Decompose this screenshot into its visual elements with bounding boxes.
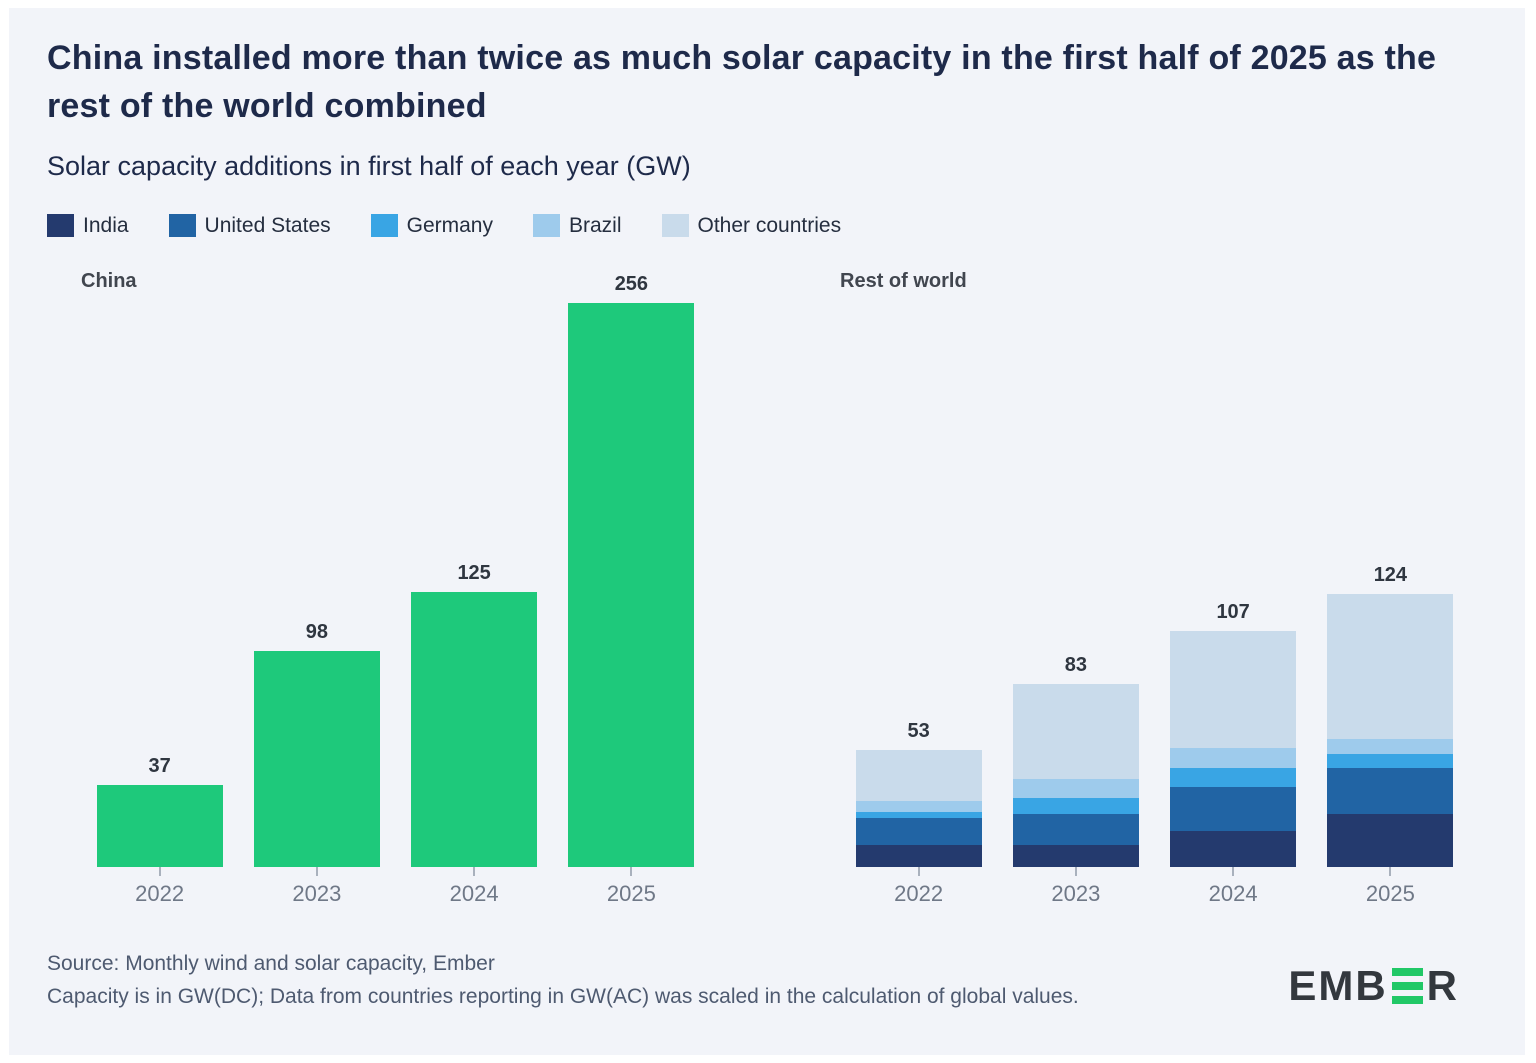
bar-segment-germany <box>1012 798 1139 814</box>
legend-label: India <box>83 213 129 237</box>
axis-tick <box>473 866 476 876</box>
bar-segment-brazil <box>1327 738 1454 755</box>
bar-group-2024: 107 2024 <box>1155 601 1312 906</box>
axis-year-label: 2024 <box>449 880 499 906</box>
legend-swatch-other-countries <box>661 214 689 238</box>
bar-group-2025: 256 2025 <box>553 273 710 906</box>
bar-segment-india <box>855 844 982 867</box>
bar-group-2024: 125 2024 <box>396 562 553 907</box>
bar <box>96 785 223 867</box>
stacked-bar <box>855 749 982 867</box>
source-line-2: Capacity is in GW(DC); Data from countri… <box>47 985 1079 1009</box>
logo-bar <box>1391 981 1423 990</box>
panel-title-china: China <box>81 269 137 292</box>
axis-tick <box>917 866 920 876</box>
source-text: Source: Monthly wind and solar capacity,… <box>47 947 1079 1014</box>
legend-label: United States <box>204 213 331 237</box>
logo-bar <box>1391 995 1423 1004</box>
logo-bar <box>1391 967 1423 976</box>
value-label: 107 <box>1216 601 1250 624</box>
axis-year-label: 2024 <box>1208 880 1258 906</box>
panels: China 37 2022 98 2023 125 2024 256 2025 Rest of… <box>47 270 1487 907</box>
bar <box>568 303 695 867</box>
bar-group-2025: 124 2025 <box>1312 564 1469 907</box>
bar-segment-other-countries <box>1012 683 1139 779</box>
axis-year-label: 2022 <box>894 880 944 906</box>
value-label: 124 <box>1373 563 1408 586</box>
value-label: 53 <box>907 719 930 742</box>
bar-segment-brazil <box>1012 778 1139 799</box>
bar-segment-other-countries <box>855 749 982 801</box>
bar <box>253 650 380 867</box>
chart-card: China installed more than twice as much … <box>9 8 1525 1055</box>
axis-tick <box>630 866 633 876</box>
china-plot: 37 2022 98 2023 125 2024 256 2025 <box>47 273 728 907</box>
bar-segment-germany <box>1170 767 1297 788</box>
footer: Source: Monthly wind and solar capacity,… <box>47 947 1487 1014</box>
value-label: 125 <box>457 561 491 584</box>
panel-title-rest-of-world: Rest of world <box>840 269 967 292</box>
bar-segment-india <box>1012 844 1139 867</box>
bar-segment-india <box>1170 831 1297 867</box>
axis-tick <box>158 866 161 876</box>
logo-text-right: R <box>1426 961 1459 1009</box>
axis-year-label: 2025 <box>606 880 656 906</box>
axis-year-label: 2025 <box>1365 880 1415 906</box>
stacked-bar <box>1170 631 1297 867</box>
legend-label: Germany <box>406 213 493 237</box>
axis-year-label: 2023 <box>1051 880 1101 906</box>
source-line-1: Source: Monthly wind and solar capacity,… <box>47 951 495 975</box>
value-label: 37 <box>148 755 171 778</box>
bar <box>411 591 538 867</box>
bar-segment-germany <box>855 811 982 819</box>
legend-label: Brazil <box>568 213 622 237</box>
value-label: 256 <box>614 273 649 296</box>
legend-label: Other countries <box>697 213 842 237</box>
legend: India United States Germany Brazil Other cou… <box>47 214 1487 238</box>
legend-item-united-states: United States <box>168 213 331 238</box>
bar-segment-brazil <box>1170 747 1297 768</box>
bar-segment-united-states <box>1327 767 1454 814</box>
chart-subtitle: Solar capacity additions in first half o… <box>47 150 691 181</box>
legend-item-germany: Germany <box>370 213 493 238</box>
value-label: 98 <box>305 620 328 643</box>
ember-logo: EMB R <box>1288 962 1459 1010</box>
axis-year-label: 2022 <box>135 880 185 906</box>
bar-segment-other-countries <box>1327 593 1454 739</box>
bar-segment-other-countries <box>1170 631 1297 748</box>
axis-year-label: 2023 <box>292 880 342 906</box>
chart-title: China installed more than twice as much … <box>47 39 1437 126</box>
axis-tick <box>1232 866 1235 876</box>
legend-swatch-germany <box>370 214 398 238</box>
legend-item-brazil: Brazil <box>532 213 622 238</box>
logo-green-e-icon <box>1391 967 1423 1004</box>
legend-item-other-countries: Other countries <box>661 213 842 238</box>
rest-of-world-plot: 53 2022 83 2023 107 2024 124 2025 <box>806 307 1487 907</box>
china-panel: China 37 2022 98 2023 125 2024 256 2025 <box>47 270 728 907</box>
axis-tick <box>315 866 318 876</box>
bar-group-2023: 98 2023 <box>238 621 395 907</box>
value-label: 83 <box>1064 653 1087 676</box>
bar-segment-united-states <box>1012 813 1139 845</box>
bar-segment-united-states <box>855 818 982 845</box>
legend-swatch-brazil <box>532 214 560 238</box>
rest-of-world-panel: Rest of world 53 2022 83 2023 107 2024 124 2025 <box>806 270 1487 907</box>
bar-segment-india <box>1327 813 1454 867</box>
bar-segment-united-states <box>1170 787 1297 832</box>
stacked-bar <box>1327 593 1454 867</box>
bar-segment-brazil <box>855 800 982 812</box>
legend-swatch-united-states <box>168 214 196 238</box>
bar-segment-germany <box>1327 754 1454 768</box>
legend-item-india: India <box>47 214 129 238</box>
axis-tick <box>1389 866 1392 876</box>
bar-group-2022: 37 2022 <box>81 755 238 906</box>
legend-swatch-india <box>47 214 74 238</box>
bar-group-2022: 53 2022 <box>840 720 997 907</box>
stacked-bar <box>1012 683 1139 867</box>
axis-tick <box>1074 866 1077 876</box>
bar-group-2023: 83 2023 <box>997 654 1154 907</box>
logo-text-left: EMB <box>1288 961 1388 1009</box>
